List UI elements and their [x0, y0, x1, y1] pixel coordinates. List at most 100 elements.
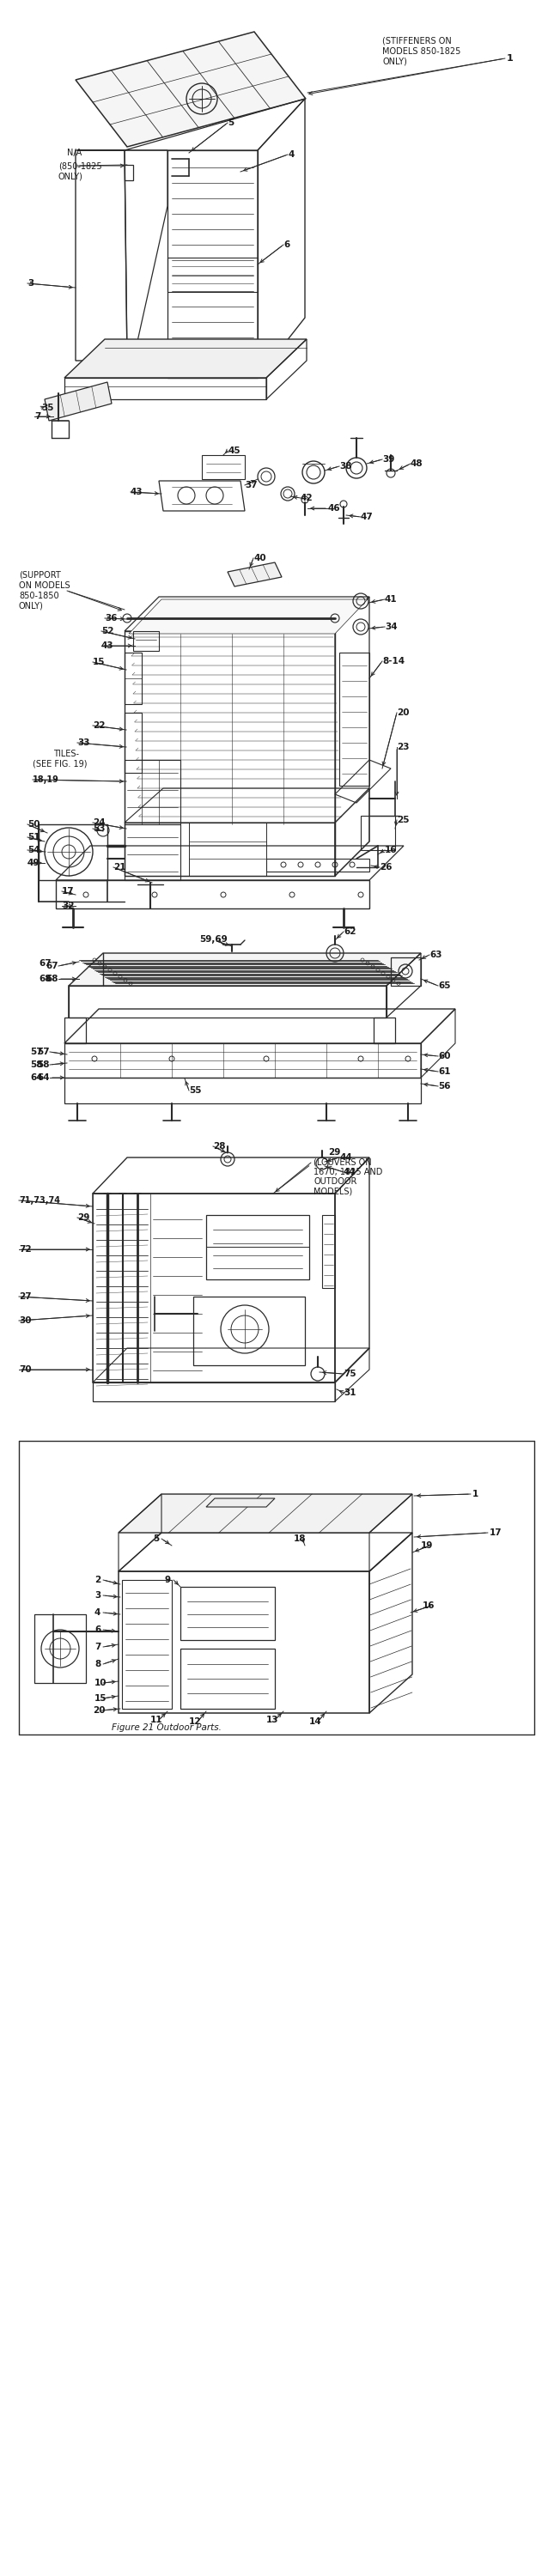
Polygon shape: [69, 953, 421, 987]
Text: 61: 61: [438, 1066, 450, 1077]
Text: 36: 36: [105, 613, 117, 623]
Text: 10: 10: [95, 1680, 107, 1687]
Text: Figure 21 Outdoor Parts.: Figure 21 Outdoor Parts.: [112, 1723, 222, 1731]
Text: 7: 7: [95, 1643, 101, 1651]
Text: 71,73,74: 71,73,74: [19, 1195, 60, 1206]
Text: 43: 43: [131, 487, 143, 497]
Text: 38: 38: [339, 461, 352, 471]
Text: 12: 12: [189, 1718, 202, 1726]
Text: MODELS 850-1825: MODELS 850-1825: [382, 46, 461, 57]
Text: 16: 16: [385, 845, 397, 855]
Text: 11: 11: [150, 1716, 163, 1723]
Text: 20: 20: [93, 1705, 105, 1716]
Text: 5: 5: [228, 118, 234, 126]
Text: 41: 41: [385, 595, 397, 603]
Text: 6: 6: [95, 1625, 101, 1633]
Text: 28: 28: [213, 1141, 225, 1151]
Text: 64: 64: [37, 1074, 50, 1082]
Text: (SEE FIG. 19): (SEE FIG. 19): [33, 760, 87, 768]
Text: 29: 29: [78, 1213, 90, 1221]
Text: N/A: N/A: [67, 149, 82, 157]
Text: 44: 44: [343, 1167, 356, 1177]
Text: 46: 46: [328, 505, 341, 513]
Text: 2: 2: [95, 1577, 101, 1584]
Text: 35: 35: [41, 404, 54, 412]
Text: MODELS): MODELS): [314, 1188, 352, 1195]
Text: 48: 48: [411, 459, 423, 469]
Text: 31: 31: [343, 1388, 356, 1396]
Polygon shape: [228, 562, 282, 587]
Text: 15: 15: [93, 657, 105, 667]
Text: 21: 21: [114, 863, 126, 871]
Text: 17: 17: [490, 1528, 502, 1538]
Text: 25: 25: [397, 817, 409, 824]
Text: 68: 68: [46, 974, 58, 984]
Text: 62: 62: [343, 927, 356, 935]
Text: 4: 4: [95, 1607, 101, 1618]
Text: 5: 5: [153, 1535, 159, 1543]
Text: 13: 13: [266, 1716, 279, 1723]
Text: 53: 53: [93, 824, 105, 832]
Text: ONLY): ONLY): [58, 173, 83, 180]
Text: 58: 58: [30, 1061, 43, 1069]
Text: 40: 40: [253, 554, 266, 562]
Text: 68: 68: [39, 974, 52, 984]
Text: 24: 24: [93, 819, 105, 827]
Text: 49: 49: [28, 858, 40, 868]
Text: ONLY): ONLY): [19, 603, 44, 611]
Text: 18: 18: [294, 1535, 306, 1543]
Text: 16: 16: [423, 1602, 435, 1610]
Text: 26: 26: [379, 863, 392, 871]
Text: 56: 56: [438, 1082, 450, 1090]
Text: 29: 29: [328, 1149, 341, 1157]
Text: 8: 8: [95, 1659, 101, 1669]
Text: 54: 54: [28, 845, 40, 855]
Text: 8-14: 8-14: [382, 657, 404, 665]
Text: 44: 44: [339, 1154, 352, 1162]
Text: 22: 22: [93, 721, 105, 729]
Text: 67: 67: [39, 958, 52, 969]
Text: 1: 1: [507, 54, 514, 62]
Text: 58: 58: [37, 1061, 50, 1069]
Text: 75: 75: [343, 1370, 356, 1378]
Text: ON MODELS: ON MODELS: [19, 582, 70, 590]
Text: 1: 1: [473, 1489, 479, 1499]
Polygon shape: [129, 600, 368, 634]
Text: (STIFFENERS ON: (STIFFENERS ON: [382, 36, 452, 46]
Text: 57: 57: [37, 1048, 50, 1056]
Text: 47: 47: [361, 513, 373, 520]
Text: (LOUVERS ON: (LOUVERS ON: [314, 1159, 372, 1167]
Text: 23: 23: [397, 742, 409, 752]
Text: 42: 42: [301, 495, 313, 502]
Text: 15: 15: [95, 1695, 107, 1703]
Text: 6: 6: [284, 240, 290, 250]
Text: (SUPPORT: (SUPPORT: [19, 572, 61, 580]
Text: 51: 51: [28, 832, 40, 842]
Text: 70: 70: [19, 1365, 32, 1373]
Polygon shape: [119, 1494, 412, 1533]
Text: 63: 63: [429, 951, 442, 958]
Polygon shape: [64, 340, 306, 379]
Text: OUTDOOR: OUTDOOR: [314, 1177, 357, 1185]
Text: 37: 37: [245, 482, 258, 489]
Text: 45: 45: [228, 446, 240, 456]
Text: 27: 27: [19, 1293, 32, 1301]
Text: 59,69: 59,69: [199, 935, 227, 943]
Text: 17: 17: [62, 886, 74, 896]
Text: 55: 55: [189, 1087, 202, 1095]
Text: 19: 19: [421, 1540, 433, 1551]
Text: 9: 9: [165, 1577, 171, 1584]
Text: 43: 43: [101, 641, 114, 649]
Polygon shape: [75, 31, 306, 147]
Text: 18,19: 18,19: [33, 775, 59, 783]
Text: 30: 30: [19, 1316, 32, 1324]
Text: 39: 39: [382, 456, 394, 464]
Polygon shape: [206, 1499, 275, 1507]
Text: 67: 67: [46, 961, 58, 971]
Text: 32: 32: [62, 902, 74, 909]
Text: 3: 3: [28, 278, 34, 289]
Text: 4: 4: [288, 149, 294, 160]
Text: ONLY): ONLY): [382, 57, 407, 67]
Text: 14: 14: [309, 1718, 322, 1726]
Text: 52: 52: [101, 626, 114, 636]
